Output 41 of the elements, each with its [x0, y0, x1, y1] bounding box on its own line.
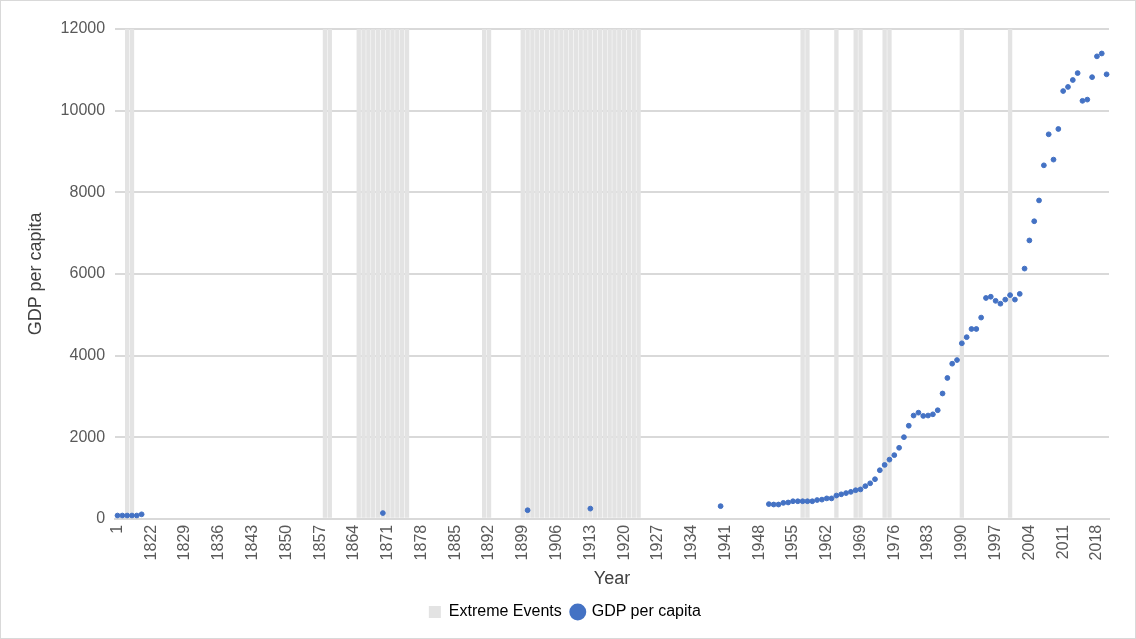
x-tick-label: 1913	[580, 524, 598, 561]
x-tick-label: 1829	[175, 524, 193, 561]
x-axis-title: Year	[593, 568, 631, 589]
x-tick-label: 1836	[209, 524, 227, 561]
x-tick-label: 1822	[141, 524, 159, 561]
x-tick-label: 1955	[783, 524, 801, 561]
x-tick-label: 1927	[648, 524, 666, 561]
x-tick-label: 1892	[479, 524, 497, 561]
x-tick-label: 2018	[1087, 524, 1105, 561]
x-tick-label: 2011	[1053, 524, 1071, 560]
y-tick-label: 8000	[69, 182, 106, 200]
x-tick-label: 1850	[276, 524, 294, 561]
x-tick-label: 1899	[513, 524, 531, 561]
x-tick-label: 1	[107, 524, 125, 534]
y-tick-label: 4000	[69, 345, 106, 363]
x-tick-label: 1885	[445, 524, 463, 561]
x-tick-label: 1843	[243, 524, 261, 561]
y-tick-label: 0	[96, 509, 106, 527]
x-tick-label: 2004	[1019, 524, 1037, 561]
x-tick-label: 1920	[614, 524, 632, 561]
x-tick-label: 1962	[817, 524, 835, 561]
y-tick-label: 10000	[60, 101, 106, 119]
x-tick-label: 1906	[546, 524, 564, 561]
y-tick-label: 2000	[69, 427, 106, 445]
x-tick-label: 1864	[344, 524, 362, 561]
y-axis-title: GDP per capita	[24, 211, 45, 336]
x-tick-label: 1878	[411, 524, 429, 561]
legend-label: GDP per capita	[591, 602, 701, 620]
x-tick-label: 1997	[986, 524, 1004, 561]
x-tick-label: 1871	[378, 524, 396, 561]
x-tick-label: 1934	[682, 524, 700, 561]
x-tick-label: 1941	[715, 524, 733, 561]
x-tick-label: 1857	[310, 524, 328, 561]
legend-label: Extreme Events	[448, 602, 562, 620]
y-tick-label: 6000	[69, 264, 106, 282]
y-tick-label: 12000	[60, 19, 106, 37]
x-tick-label: 1990	[952, 524, 970, 561]
x-tick-label: 1983	[918, 524, 936, 561]
x-tick-label: 1948	[749, 524, 767, 561]
x-tick-label: 1969	[850, 524, 868, 561]
x-tick-label: 1976	[884, 524, 902, 561]
